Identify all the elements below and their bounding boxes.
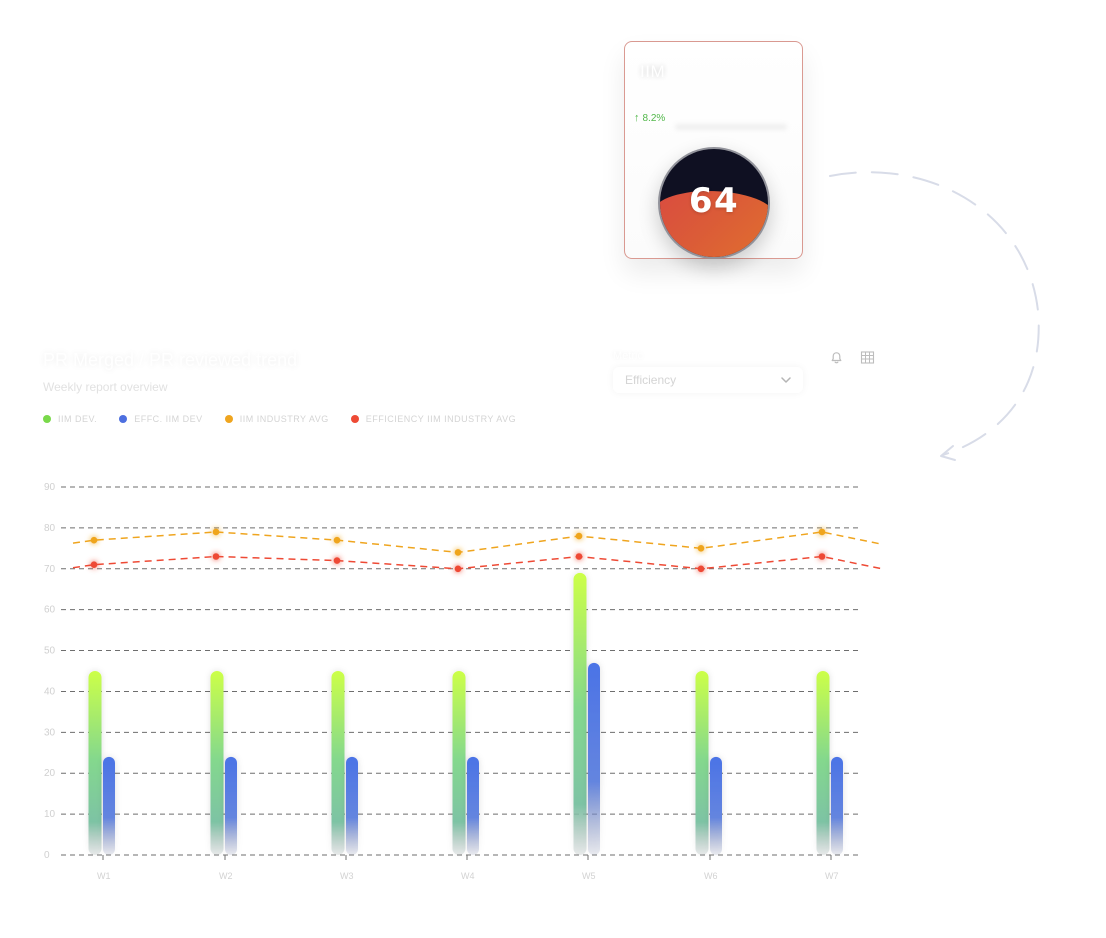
iim-dev-bar-6: [695, 671, 709, 855]
dashed-connector-arrow: [829, 171, 1040, 461]
y-tick-label-70: 70: [44, 564, 56, 575]
x-tick-label-7: W7: [825, 871, 839, 881]
metric-filter-selected: Efficiency: [625, 373, 677, 387]
efficiency-iim-industry-avg-point-7: [818, 553, 826, 560]
iim-dev-bar-7: [816, 671, 830, 855]
efficiency-iim-industry-avg-point-3: [333, 557, 341, 564]
effc-iim-dev-value-label-5: 47: [590, 644, 598, 651]
arrow-up-icon: ↑: [634, 112, 640, 124]
legend-dot-iim-dev: [43, 415, 51, 423]
efficiency-iim-industry-avg-point-4: [454, 565, 462, 573]
iim-industry-avg-line: [72, 531, 883, 554]
metric-filter-label: Metric: [613, 350, 643, 362]
effc-iim-dev-value-label-1: 24: [105, 738, 113, 745]
chevron-down-icon: [781, 377, 791, 383]
iim-industry-avg-point-1: [90, 536, 98, 544]
efficiency-iim-industry-avg-point-6: [697, 565, 705, 573]
effc-iim-dev-bar-4: [467, 756, 479, 855]
efficiency-iim-industry-avg-point-2: [212, 553, 220, 560]
x-tick-label-1: W1: [97, 871, 111, 881]
score-gauge: 64: [658, 147, 770, 259]
chart-legend: IIM DEV. EFFC. IIM DEV IIM INDUSTRY AVG …: [43, 414, 516, 424]
legend-item-iim-industry-avg: IIM INDUSTRY AVG: [224, 414, 329, 424]
iim-dev-value-label-1: 45: [91, 658, 99, 665]
y-tick-label-20: 20: [44, 768, 56, 779]
efficiency-iim-industry-avg-point-1: [90, 561, 98, 568]
effc-iim-dev-bar-7: [831, 756, 843, 855]
iim-dev-value-label-5: 69: [576, 560, 584, 567]
gauge-value: 64: [688, 181, 740, 221]
iim-industry-avg-point-5: [575, 532, 583, 540]
chart-title: PR Merged / PR reviewed trend: [43, 350, 298, 370]
metric-card-placeholder-line: [675, 124, 787, 130]
iim-dev-bar-4: [452, 671, 466, 855]
legend-label-iim-industry-avg: IIM INDUSTRY AVG: [239, 414, 329, 424]
effc-iim-dev-value-label-6: 24: [712, 738, 720, 745]
iim-industry-avg-point-3: [333, 536, 341, 544]
legend-dot-effc-iim-dev: [119, 415, 128, 423]
iim-dev-value-label-6: 45: [698, 658, 706, 665]
legend-dot-iim-industry-avg: [224, 415, 233, 423]
chart-subtitle: Weekly report overview: [43, 380, 168, 394]
y-tick-label-10: 10: [44, 809, 56, 820]
effc-iim-dev-value-label-4: 24: [469, 738, 477, 745]
effc-iim-dev-bar-3: [346, 756, 358, 855]
metric-change-value: 8.2%: [642, 112, 666, 124]
bell-icon[interactable]: [829, 350, 844, 365]
iim-dev-value-label-4: 45: [455, 658, 463, 665]
y-tick-label-30: 30: [44, 727, 56, 738]
iim-industry-avg-point-7: [818, 528, 826, 536]
effc-iim-dev-value-label-7: 24: [833, 738, 841, 745]
effc-iim-dev-bar-6: [710, 756, 722, 855]
legend-item-iim-dev: IIM DEV.: [43, 414, 97, 424]
y-tick-label-0: 0: [44, 850, 50, 861]
effc-iim-dev-bar-2: [225, 756, 237, 855]
legend-label-iim-dev: IIM DEV.: [58, 414, 98, 424]
x-tick-label-3: W3: [340, 871, 354, 881]
x-tick-label-2: W2: [219, 871, 233, 881]
efficiency-iim-industry-avg-point-5: [575, 553, 583, 560]
metric-filter-dropdown[interactable]: Efficiency: [613, 367, 803, 393]
iim-dev-bar-2: [210, 671, 224, 855]
effc-iim-dev-value-label-3: 24: [348, 738, 356, 745]
iim-industry-avg-point-2: [212, 528, 220, 536]
iim-dev-bar-3: [331, 671, 345, 855]
iim-industry-avg-point-4: [454, 549, 462, 556]
iim-dev-value-label-7: 45: [819, 658, 827, 665]
legend-dot-efficiency-iim-industry-avg: [350, 415, 359, 423]
table-icon[interactable]: [860, 350, 875, 365]
legend-item-effc-iim-dev: EFFC. IIM DEV: [119, 414, 203, 424]
effc-iim-dev-value-label-2: 24: [227, 738, 235, 745]
x-tick-label-6: W6: [704, 871, 718, 881]
iim-dev-value-label-3: 45: [334, 658, 342, 665]
y-tick-label-50: 50: [44, 646, 56, 657]
iim-industry-avg-point-6: [697, 545, 705, 552]
iim-dev-value-label-2: 45: [213, 658, 221, 665]
effc-iim-dev-bar-5: [588, 662, 600, 855]
effc-iim-dev-bar-1: [103, 756, 115, 855]
metric-card-title: IIM: [640, 62, 666, 81]
gauge-fill: [660, 191, 768, 257]
efficiency-iim-industry-avg-line: [72, 555, 883, 570]
y-tick-label-90: 90: [44, 482, 56, 493]
legend-label-efficiency-iim-industry-avg: EFFICIENCY IIM INDUSTRY AVG: [365, 414, 517, 424]
y-tick-label-80: 80: [44, 523, 56, 534]
x-tick-label-4: W4: [461, 871, 475, 881]
y-tick-label-60: 60: [44, 605, 56, 616]
metric-change: ↑ 8.2%: [634, 112, 665, 124]
legend-item-efficiency-iim-industry-avg: EFFICIENCY IIM INDUSTRY AVG: [350, 414, 517, 424]
iim-dev-bar-1: [88, 671, 102, 855]
legend-label-effc-iim-dev: EFFC. IIM DEV: [134, 414, 203, 424]
iim-dev-bar-5: [573, 572, 587, 855]
x-tick-label-5: W5: [582, 871, 596, 881]
y-tick-label-40: 40: [44, 686, 56, 697]
